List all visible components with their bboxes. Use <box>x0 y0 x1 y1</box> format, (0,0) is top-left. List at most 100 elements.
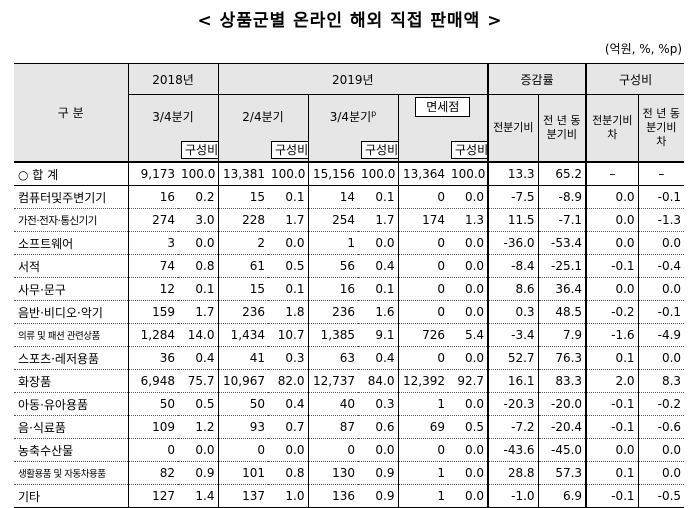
header-comp-qoq: 전분기비차 <box>585 94 639 163</box>
table-cell: 57.3 <box>537 461 587 485</box>
table-cell: 0.0 <box>448 185 489 209</box>
row-label: 생활용품 및 자동차용품 <box>14 461 128 485</box>
header-dutyfree-share: 구성비 <box>448 137 489 163</box>
table-cell: 0.0 <box>448 438 489 462</box>
table-row: 컴퓨터및주변기기 16 0.2 15 0.1 14 0.1 0 0.0 -7.5 -8.9 0.0 -0… <box>14 185 685 209</box>
table-cell: 14 <box>307 185 358 209</box>
table-cell: 0.3 <box>268 346 308 370</box>
table-cell: 0.0 <box>448 392 489 416</box>
table-cell: 0.0 <box>448 277 489 301</box>
table-cell: -1.3 <box>637 208 685 232</box>
table-cell: 0.5 <box>178 392 218 416</box>
table-cell: -0.1 <box>585 254 639 278</box>
table-row: 가전·전자·통신기기 274 3.0 228 1.7 254 1.7 174 1.3 11.5 -7… <box>14 208 685 232</box>
table-cell: -0.2 <box>585 300 639 324</box>
table-cell: 0.0 <box>637 346 685 370</box>
table-cell: 0.3 <box>358 392 398 416</box>
table-row: 소프트웨어 3 0.0 2 0.0 1 0.0 0 0.0 -36.0 -53.4 0.0 0.0 <box>14 231 685 255</box>
table-cell: 0.0 <box>448 254 489 278</box>
table-cell: 0.0 <box>585 208 639 232</box>
table-cell: 0.1 <box>268 277 308 301</box>
table-cell: 50 <box>217 392 268 416</box>
table-cell: -0.4 <box>637 254 685 278</box>
table-cell: -4.9 <box>637 323 685 347</box>
table-cell: – <box>637 162 685 186</box>
table-cell: -25.1 <box>537 254 587 278</box>
table-cell: -0.6 <box>637 415 685 439</box>
table-cell: 41 <box>217 346 268 370</box>
table-cell: 0.0 <box>358 438 398 462</box>
dutyfree-box: 면세점 <box>415 97 471 117</box>
table-cell: 12,737 <box>307 369 358 393</box>
table-cell: 0 <box>397 300 448 324</box>
table-cell: 12,392 <box>397 369 448 393</box>
table-cell: 7.9 <box>537 323 587 347</box>
table-cell: 1.7 <box>268 208 308 232</box>
table-cell: 1,284 <box>127 323 178 347</box>
table-cell: 1.4 <box>178 484 218 508</box>
table-cell: 0 <box>307 438 358 462</box>
table-row: 음반·비디오·악기 159 1.7 236 1.8 236 1.6 0 0.0 0.3 48.5 -0… <box>14 300 685 324</box>
table-cell: 0.0 <box>585 231 639 255</box>
table-cell: 83.3 <box>537 369 587 393</box>
row-label: 가전·전자·통신기기 <box>14 208 128 232</box>
table-cell: 0.0 <box>448 231 489 255</box>
row-label: 의류 및 패션 관련상품 <box>14 323 128 347</box>
table-cell: 0.0 <box>585 185 639 209</box>
header-2018-share: 구성비 <box>178 137 218 163</box>
table-cell: 63 <box>307 346 358 370</box>
header-dutyfree-spacer <box>397 117 489 137</box>
table-cell: 100.0 <box>358 162 398 186</box>
table-cell: 82.0 <box>268 369 308 393</box>
table-cell: -20.3 <box>487 392 539 416</box>
table-cell: 0.8 <box>268 461 308 485</box>
table-cell: 75.7 <box>178 369 218 393</box>
table-cell: 84.0 <box>358 369 398 393</box>
header-2018: 2018년 <box>127 63 218 95</box>
table-cell: -0.1 <box>585 484 639 508</box>
table-cell: 1.3 <box>448 208 489 232</box>
table-row: 의류 및 패션 관련상품 1,284 14.0 1,434 10.7 1,385 9.1 72… <box>14 323 685 347</box>
table-row: 사무·문구 12 0.1 15 0.1 16 0.1 0 0.0 8.6 36.4 0.0 0.0 <box>14 277 685 301</box>
table-cell: 0 <box>217 438 268 462</box>
table-cell: 13,364 <box>397 162 448 186</box>
table-cell: 159 <box>127 300 178 324</box>
table-cell: 127 <box>127 484 178 508</box>
table-cell: 69 <box>397 415 448 439</box>
table-cell: 1 <box>307 231 358 255</box>
table-cell: 0.1 <box>358 277 398 301</box>
unit-label: (억원, %, %p) <box>604 42 682 56</box>
table-cell: 0.0 <box>637 277 685 301</box>
row-label: 화장품 <box>14 369 128 393</box>
table-cell: 92.7 <box>448 369 489 393</box>
page-title: < 상품군별 온라인 해외 직접 판매액 > <box>197 11 503 31</box>
table-cell: 0.9 <box>358 461 398 485</box>
table-cell: 8.3 <box>637 369 685 393</box>
table-row: ○ 합 계 9,173 100.0 13,381 100.0 15,156 100.0 13,… <box>14 162 685 186</box>
header-2019-q3: 3/4분기p <box>307 94 398 137</box>
table-cell: 1.0 <box>268 484 308 508</box>
table-cell: 726 <box>397 323 448 347</box>
table-cell: 74 <box>127 254 178 278</box>
table-cell: 1,434 <box>217 323 268 347</box>
table-cell: 0.0 <box>448 300 489 324</box>
table-row: 화장품 6,948 75.7 10,967 82.0 12,737 84.0 12,392 92… <box>14 369 685 393</box>
header-growth: 증감률 <box>487 63 587 95</box>
table-cell: 0.1 <box>268 185 308 209</box>
table-cell: -20.4 <box>537 415 587 439</box>
table-cell: 15 <box>217 185 268 209</box>
row-label: 기타 <box>14 484 128 508</box>
row-label: 음반·비디오·악기 <box>14 300 128 324</box>
table-cell: 100.0 <box>268 162 308 186</box>
table-cell: 236 <box>217 300 268 324</box>
row-label: 컴퓨터및주변기기 <box>14 185 128 209</box>
table-cell: 0.0 <box>178 231 218 255</box>
table-cell: 0.0 <box>637 461 685 485</box>
row-label: 아동·유아용품 <box>14 392 128 416</box>
table-cell: -20.0 <box>537 392 587 416</box>
table-body: ○ 합 계 9,173 100.0 13,381 100.0 15,156 100.0 13,… <box>14 162 685 508</box>
table-cell: 274 <box>127 208 178 232</box>
header-dutyfree: 면세점 <box>397 94 489 117</box>
sales-table: 구 분 2018년 2019년 증감률 구성비 3/4분기 2/4분기 3/4분… <box>14 63 685 508</box>
table-cell: 14.0 <box>178 323 218 347</box>
